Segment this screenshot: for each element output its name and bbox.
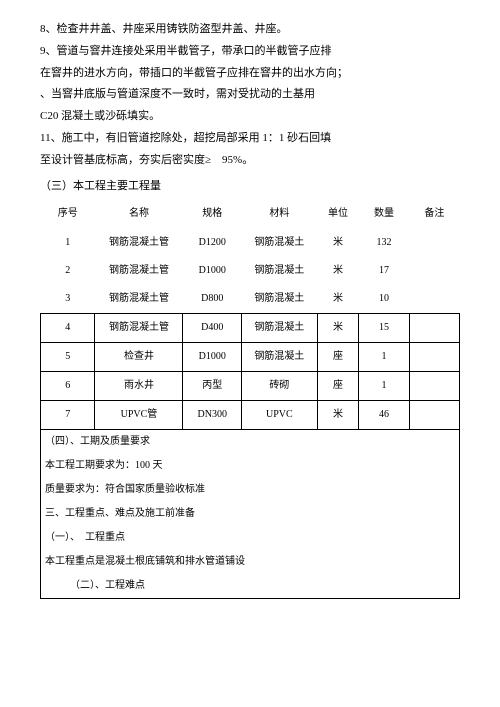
cell: 钢筋混凝土管 xyxy=(95,314,183,343)
table-header-row: 序号 名称 规格 材料 单位 数量 备注 xyxy=(41,202,460,229)
cell: 钢筋混凝土 xyxy=(242,229,317,257)
para-8: 8、检查井井盖、井座采用铸铁防盗型井盖、井座。 xyxy=(40,20,460,40)
table-row: 2 钢筋混凝土管 D1000 钢筋混凝土 米 17 xyxy=(41,257,460,285)
cell: 46 xyxy=(359,401,409,430)
para-9d: C20 混凝土或沙砾填实。 xyxy=(40,107,460,127)
cell: D800 xyxy=(183,285,242,314)
overlay-row: 本工程工期要求为：100 天 xyxy=(41,454,460,478)
cell: 3 xyxy=(41,285,95,314)
cell: 2 xyxy=(41,257,95,285)
overlay-row: 本工程重点是混凝土根底铺筑和排水管道铺设 xyxy=(41,550,460,574)
overlay-row: （四）、工期及质量要求 xyxy=(41,430,460,455)
cell: 6 xyxy=(41,372,95,401)
hdr-unit: 单位 xyxy=(317,202,359,229)
cell: 座 xyxy=(317,372,359,401)
hdr-spec: 规格 xyxy=(183,202,242,229)
cell: 10 xyxy=(359,285,409,314)
table-row: 1 钢筋混凝土管 D1200 钢筋混凝土 米 132 xyxy=(41,229,460,257)
overlay-row: 三、工程重点、难点及施工前准备 xyxy=(41,502,460,526)
cell: UPVC管 xyxy=(95,401,183,430)
cell: 17 xyxy=(359,257,409,285)
cell: 1 xyxy=(359,343,409,372)
cell xyxy=(409,343,459,372)
hdr-qty: 数量 xyxy=(359,202,409,229)
cell: 4 xyxy=(41,314,95,343)
para-9c: 、当窨井底版与管道深度不一致时，需对受扰动的土基用 xyxy=(40,85,460,105)
cell: 钢筋混凝土 xyxy=(242,343,317,372)
table-row: 5 检查井 D1000 钢筋混凝土 座 1 xyxy=(41,343,460,372)
table-row: 3 钢筋混凝土管 D800 钢筋混凝土 米 10 xyxy=(41,285,460,314)
overlay-row: （二）、工程难点 xyxy=(41,574,460,599)
cell: 钢筋混凝土管 xyxy=(95,285,183,314)
overlay-text: 三、工程重点、难点及施工前准备 xyxy=(41,502,460,526)
cell: 米 xyxy=(317,257,359,285)
hdr-name: 名称 xyxy=(95,202,183,229)
cell: 米 xyxy=(317,229,359,257)
overlay-row: （一）、 工程重点 xyxy=(41,526,460,550)
cell xyxy=(409,401,459,430)
cell: UPVC xyxy=(242,401,317,430)
cell xyxy=(409,372,459,401)
cell: 钢筋混凝土 xyxy=(242,285,317,314)
cell: D1200 xyxy=(183,229,242,257)
hdr-remark: 备注 xyxy=(409,202,459,229)
overlay-text: （二）、工程难点 xyxy=(41,574,460,599)
para-11b: 至设计管基底标高，夯实后密实度≥ 95%。 xyxy=(40,151,460,171)
cell: 钢筋混凝土管 xyxy=(95,257,183,285)
hdr-material: 材料 xyxy=(242,202,317,229)
cell: 米 xyxy=(317,314,359,343)
cell: 7 xyxy=(41,401,95,430)
table-row: 6 雨水井 丙型 砖砌 座 1 xyxy=(41,372,460,401)
cell xyxy=(409,314,459,343)
para-11a: 11、施工中，有旧管道挖除处，超挖局部采用 1：1 砂石回填 xyxy=(40,129,460,149)
cell xyxy=(409,285,459,314)
cell: 砖砌 xyxy=(242,372,317,401)
hdr-seq: 序号 xyxy=(41,202,95,229)
cell: 钢筋混凝土 xyxy=(242,314,317,343)
para-9b: 在窨井的进水方向，带插口的半截管子应排在窨井的出水方向； xyxy=(40,64,460,84)
cell xyxy=(409,229,459,257)
cell: 米 xyxy=(317,285,359,314)
cell: 雨水井 xyxy=(95,372,183,401)
cell: 钢筋混凝土 xyxy=(242,257,317,285)
overlay-text: 质量要求为：符合国家质量验收标准 xyxy=(41,478,460,502)
cell: 检查井 xyxy=(95,343,183,372)
cell: 5 xyxy=(41,343,95,372)
cell: 1 xyxy=(359,372,409,401)
overlay-row: 质量要求为：符合国家质量验收标准 xyxy=(41,478,460,502)
cell: 座 xyxy=(317,343,359,372)
cell: 米 xyxy=(317,401,359,430)
cell: 钢筋混凝土管 xyxy=(95,229,183,257)
cell xyxy=(409,257,459,285)
cell: D1000 xyxy=(183,343,242,372)
table-row: 4 钢筋混凝土管 D400 钢筋混凝土 米 15 xyxy=(41,314,460,343)
overlay-text: （四）、工期及质量要求 xyxy=(41,430,460,455)
cell: 丙型 xyxy=(183,372,242,401)
cell: DN300 xyxy=(183,401,242,430)
overlay-text: （一）、 工程重点 xyxy=(41,526,460,550)
section3-title: （三）本工程主要工程量 xyxy=(40,177,460,197)
cell: D1000 xyxy=(183,257,242,285)
overlay-text: 本工程工期要求为：100 天 xyxy=(41,454,460,478)
para-9a: 9、管道与窨井连接处采用半截管子，带承口的半截管子应排 xyxy=(40,42,460,62)
cell: 132 xyxy=(359,229,409,257)
table-row: 7 UPVC管 DN300 UPVC 米 46 xyxy=(41,401,460,430)
cell: 15 xyxy=(359,314,409,343)
overlay-text: 本工程重点是混凝土根底铺筑和排水管道铺设 xyxy=(41,550,460,574)
cell: D400 xyxy=(183,314,242,343)
cell: 1 xyxy=(41,229,95,257)
quantity-table: 序号 名称 规格 材料 单位 数量 备注 1 钢筋混凝土管 D1200 钢筋混凝… xyxy=(40,202,460,599)
